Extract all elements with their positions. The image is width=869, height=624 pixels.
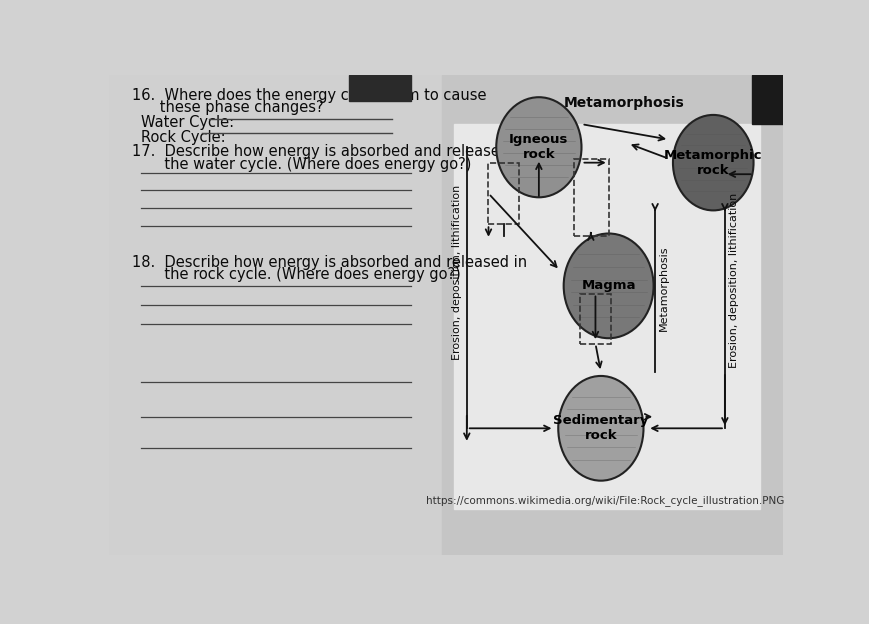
Text: Erosion, deposition, lithification: Erosion, deposition, lithification [728, 193, 739, 368]
Text: the water cycle. (Where does energy go?): the water cycle. (Where does energy go?) [132, 157, 471, 172]
Text: Erosion, deposition, lithification: Erosion, deposition, lithification [452, 185, 462, 361]
Text: Sedimentary
rock: Sedimentary rock [553, 414, 647, 442]
Text: Metamorphosis: Metamorphosis [658, 245, 668, 331]
Text: 18.  Describe how energy is absorbed and released in: 18. Describe how energy is absorbed and … [132, 255, 527, 270]
Text: https://commons.wikimedia.org/wiki/File:Rock_cycle_illustration.PNG: https://commons.wikimedia.org/wiki/File:… [425, 495, 783, 506]
Bar [751, 75, 782, 124]
Text: the rock cycle. (Where does energy go?): the rock cycle. (Where does energy go?) [132, 267, 461, 283]
Bar [348, 75, 410, 101]
Bar [441, 75, 782, 555]
Text: Magma: Magma [580, 280, 635, 293]
Bar [453, 124, 759, 509]
Text: 16.  Where does the energy come from to cause: 16. Where does the energy come from to c… [132, 88, 486, 103]
Text: Rock Cycle:: Rock Cycle: [141, 130, 226, 145]
Text: Water Cycle:: Water Cycle: [141, 115, 234, 130]
Ellipse shape [495, 97, 580, 197]
Text: these phase changes?: these phase changes? [132, 100, 323, 115]
Text: Metamorphic
rock: Metamorphic rock [663, 149, 761, 177]
Ellipse shape [558, 376, 643, 480]
Text: 17.  Describe how energy is absorbed and released in: 17. Describe how energy is absorbed and … [132, 144, 527, 159]
Text: Metamorphosis: Metamorphosis [563, 97, 684, 110]
Ellipse shape [673, 115, 753, 210]
Ellipse shape [563, 233, 653, 338]
Text: Igneous
rock: Igneous rock [508, 134, 568, 161]
